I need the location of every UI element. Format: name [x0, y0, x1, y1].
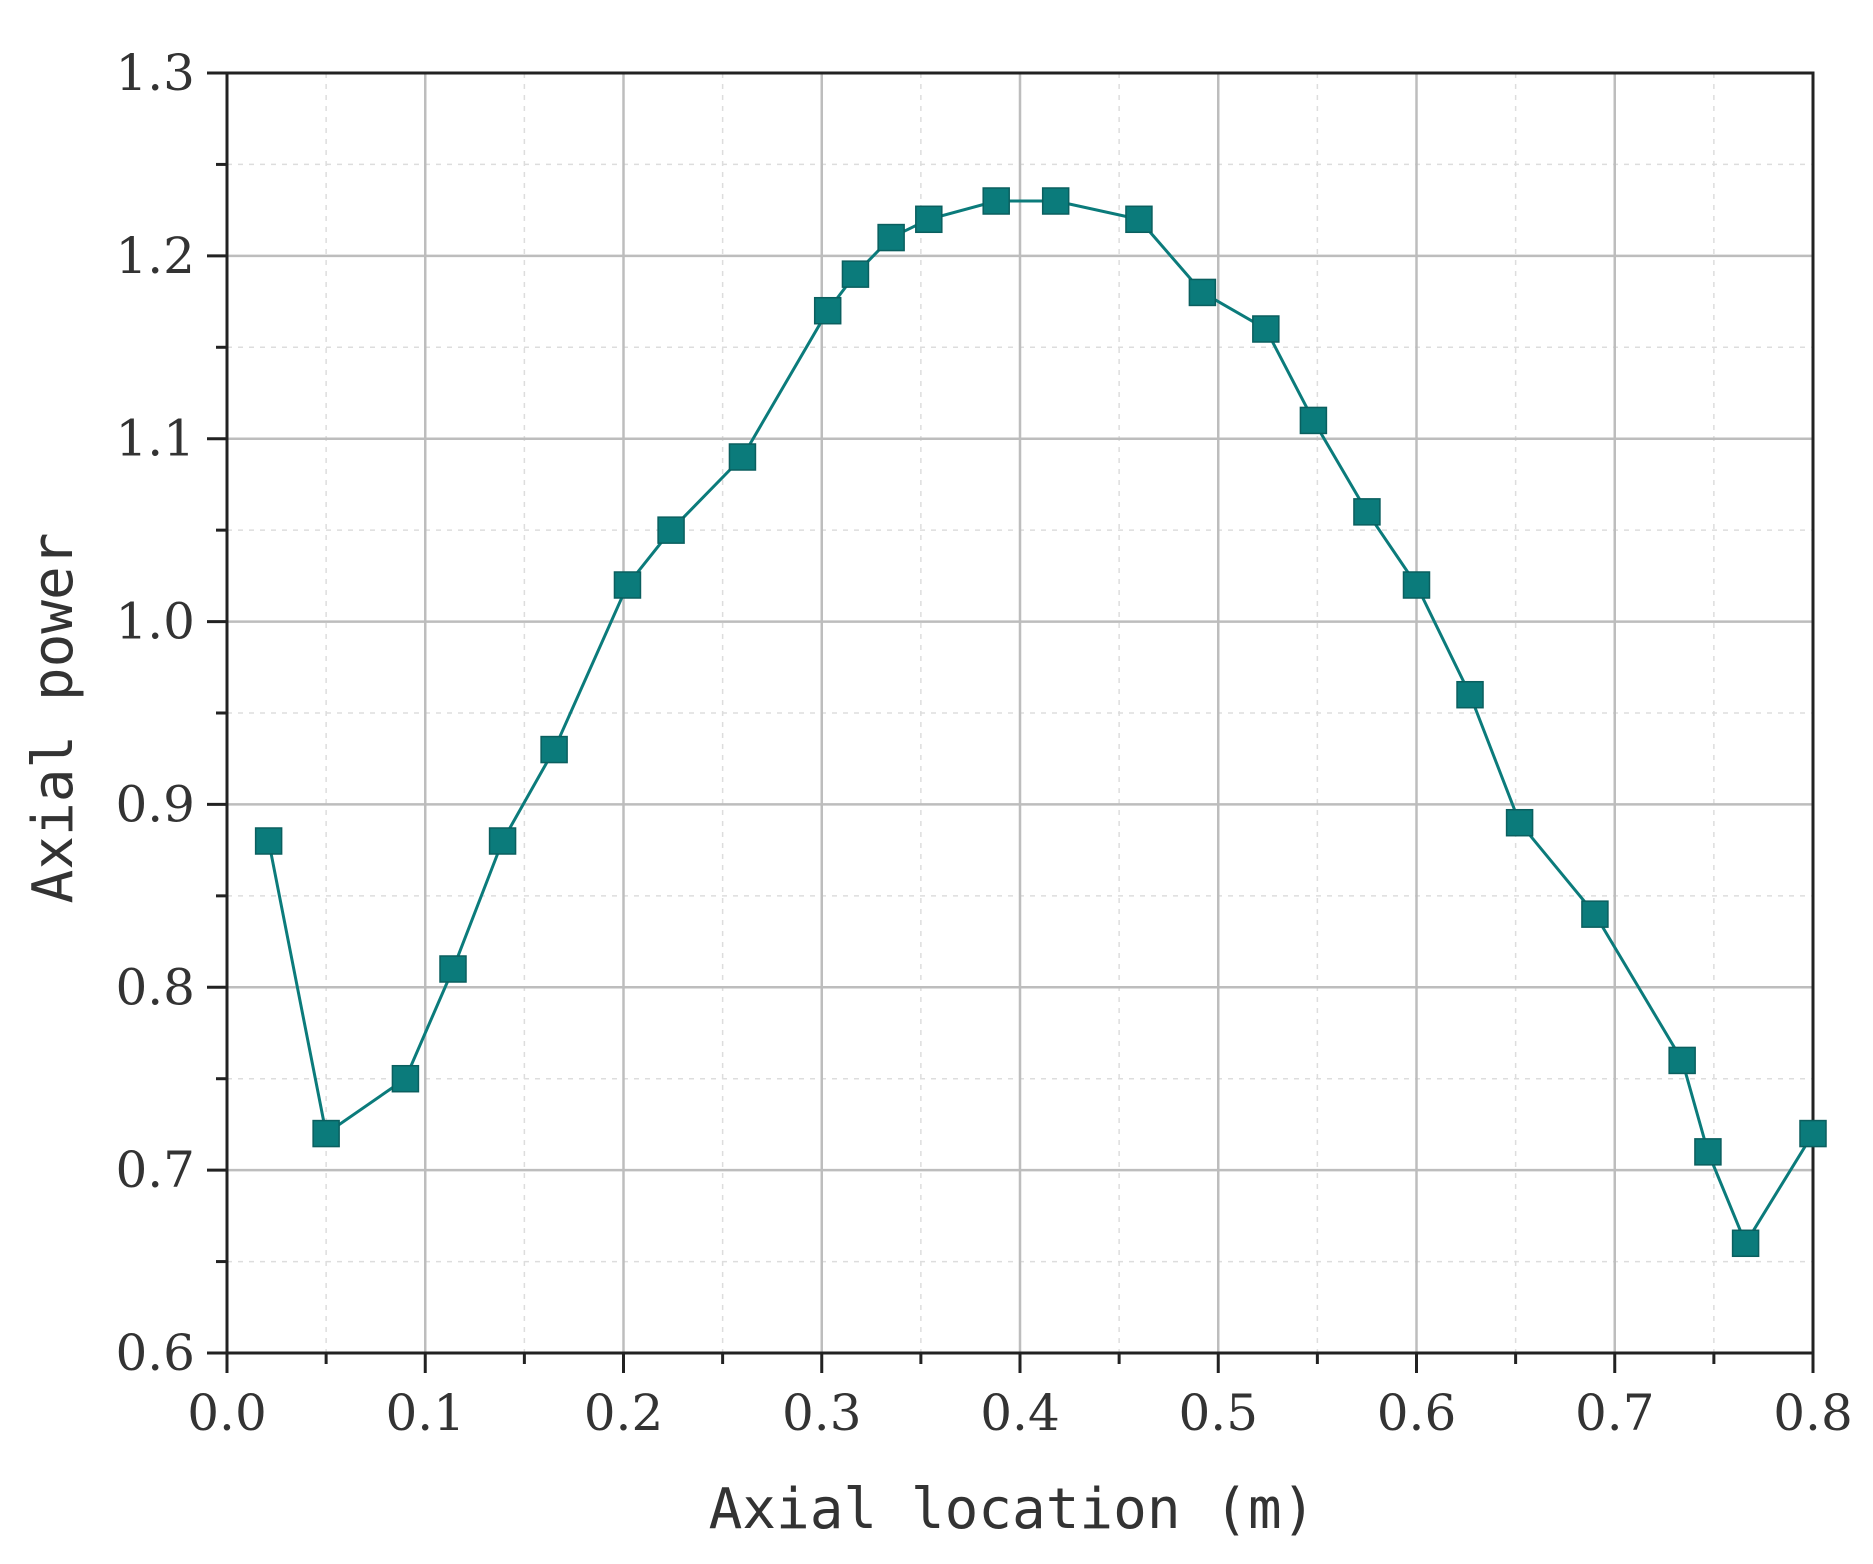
data-point-marker	[254, 827, 283, 855]
data-point-marker	[1799, 1119, 1827, 1148]
data-point-marker	[1505, 808, 1534, 837]
series-line	[267, 199, 1815, 1247]
axis-ticks	[207, 71, 1815, 1373]
data-point-marker	[841, 260, 870, 288]
data-point-marker	[1694, 1138, 1722, 1166]
data-point-marker	[1252, 315, 1280, 343]
data-point-marker	[488, 827, 517, 855]
data-point-marker	[1668, 1046, 1696, 1075]
data-point-marker	[813, 296, 842, 325]
major-gridlines	[227, 73, 1813, 1353]
x-tick-label: 0.5	[1178, 1384, 1258, 1442]
x-axis-title: Axial location (m)	[709, 1477, 1316, 1542]
x-tick-label: 0.4	[980, 1384, 1060, 1442]
data-point-marker	[540, 735, 568, 764]
data-point-marker	[877, 223, 905, 252]
y-tick-label: 0.7	[115, 1141, 195, 1199]
data-point-marker	[728, 443, 757, 471]
x-tick-label: 0.0	[187, 1384, 267, 1442]
y-tick-label: 0.6	[115, 1324, 195, 1382]
x-tick-label: 0.2	[584, 1384, 664, 1442]
y-tick-label: 1.1	[115, 410, 195, 468]
x-tick-labels: 0.0 0.1 0.2 0.3 0.4 0.5 0.6 0.7 0.8	[187, 1384, 1853, 1442]
x-tick-label: 0.1	[385, 1384, 465, 1442]
x-tick-label: 0.3	[782, 1384, 862, 1442]
data-point-marker	[391, 1064, 420, 1093]
data-point-marker	[1188, 278, 1217, 307]
data-point-marker	[1041, 187, 1070, 215]
y-axis-title: Axial power	[21, 533, 86, 904]
data-point-marker	[1125, 205, 1153, 234]
y-tick-labels: 0.6 0.7 0.8 0.9 1.0 1.1 1.2 1.3	[115, 44, 195, 1382]
data-point-marker	[982, 187, 1010, 215]
data-point-marker	[613, 571, 642, 599]
data-point-marker	[312, 1119, 340, 1148]
data-markers	[254, 187, 1827, 1258]
data-point-marker	[1299, 406, 1328, 435]
data-point-marker	[1402, 571, 1431, 599]
data-point-marker	[657, 516, 685, 544]
data-point-marker	[915, 205, 943, 234]
x-tick-label: 0.7	[1575, 1384, 1655, 1442]
data-point-marker	[1353, 498, 1381, 526]
y-tick-label: 0.8	[115, 958, 195, 1016]
data-point-marker	[439, 955, 467, 983]
data-point-marker	[1456, 680, 1484, 709]
series-axial-power	[267, 199, 1815, 1247]
y-tick-label: 1.3	[115, 44, 195, 102]
y-tick-label: 0.9	[115, 775, 195, 833]
data-point-marker	[1581, 900, 1609, 928]
x-tick-label: 0.8	[1773, 1384, 1853, 1442]
data-point-marker	[1731, 1229, 1760, 1258]
x-tick-label: 0.6	[1377, 1384, 1457, 1442]
y-tick-label: 1.2	[115, 227, 195, 285]
y-tick-label: 1.0	[115, 593, 195, 651]
